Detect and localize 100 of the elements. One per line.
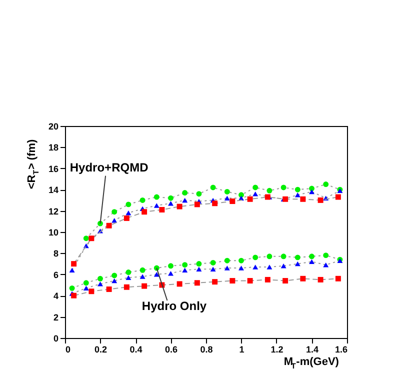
point <box>126 270 132 276</box>
point <box>71 292 77 298</box>
y-tick-label: 8 <box>53 248 58 259</box>
point <box>168 195 174 201</box>
point <box>294 254 300 260</box>
x-tick-label: 1.4 <box>306 344 319 354</box>
point <box>196 191 202 197</box>
point <box>247 196 253 202</box>
y-tick-label: 20 <box>48 122 58 132</box>
point <box>266 264 272 270</box>
point <box>69 268 75 273</box>
point <box>309 189 314 194</box>
y-tick-label: 2 <box>53 312 58 322</box>
point <box>309 259 314 264</box>
point <box>335 194 341 200</box>
point <box>280 254 286 260</box>
point <box>98 276 103 282</box>
point <box>83 236 89 242</box>
point <box>168 270 174 276</box>
point <box>112 278 118 284</box>
point <box>106 286 112 292</box>
point <box>309 254 314 260</box>
point <box>212 279 218 285</box>
x-tick-label: 0.8 <box>200 344 213 354</box>
point <box>83 280 89 286</box>
point <box>124 215 130 221</box>
point <box>194 202 200 208</box>
point <box>98 282 103 286</box>
point <box>318 197 324 203</box>
point <box>247 278 253 284</box>
point <box>224 266 230 270</box>
point <box>323 252 329 258</box>
point <box>238 266 244 270</box>
point <box>196 261 202 267</box>
point <box>126 202 132 208</box>
point <box>159 207 165 212</box>
point <box>300 196 306 202</box>
point <box>238 258 244 264</box>
point <box>182 268 188 273</box>
point <box>264 276 270 282</box>
point <box>318 276 324 282</box>
point <box>71 261 77 267</box>
point <box>69 285 75 291</box>
point <box>154 203 160 208</box>
point <box>210 266 216 272</box>
annotation: Hydro+RQMD <box>70 160 149 174</box>
point <box>294 186 300 192</box>
point <box>126 210 132 216</box>
point <box>238 192 244 198</box>
x-tick-label: 0.6 <box>164 344 178 354</box>
point <box>154 194 160 200</box>
point <box>140 274 146 279</box>
point <box>280 184 286 190</box>
y-tick-label: 16 <box>48 164 58 174</box>
x-tick-label: 0.4 <box>130 344 142 354</box>
y-tick-label: 18 <box>48 142 58 153</box>
point <box>88 236 94 242</box>
point <box>140 197 146 203</box>
x-tick-label: 1 <box>239 344 244 354</box>
point <box>282 278 288 284</box>
point <box>280 264 286 268</box>
y-tick-label: 0 <box>53 334 58 344</box>
y-tick-label: 12 <box>48 206 58 216</box>
point <box>112 272 118 278</box>
point <box>196 266 202 272</box>
point <box>230 278 236 284</box>
point <box>224 258 230 264</box>
point <box>140 267 146 273</box>
y-tick-label: 10 <box>48 228 58 238</box>
point <box>230 198 236 204</box>
point <box>176 281 182 287</box>
point <box>88 288 94 294</box>
point <box>182 190 188 196</box>
point <box>154 272 160 277</box>
point <box>182 262 188 268</box>
point <box>210 184 216 190</box>
point <box>83 286 89 291</box>
point <box>252 191 258 196</box>
point <box>168 263 174 269</box>
point <box>266 188 272 194</box>
point <box>224 196 230 200</box>
point <box>224 188 230 194</box>
point <box>168 201 174 206</box>
point <box>294 261 300 266</box>
point <box>294 192 300 198</box>
x-tick-label: 0 <box>66 344 71 354</box>
point <box>323 262 329 268</box>
x-tick-label: 0.2 <box>94 344 108 354</box>
point <box>212 200 218 206</box>
point <box>335 276 341 282</box>
point <box>182 198 188 203</box>
x-tick-label: 1.6 <box>334 344 348 354</box>
point <box>142 209 148 215</box>
point <box>112 218 118 223</box>
point <box>194 280 200 286</box>
point <box>323 182 329 188</box>
point <box>300 276 306 282</box>
x-tick-label: 1.2 <box>270 344 284 354</box>
point <box>266 254 272 260</box>
point <box>126 275 132 280</box>
